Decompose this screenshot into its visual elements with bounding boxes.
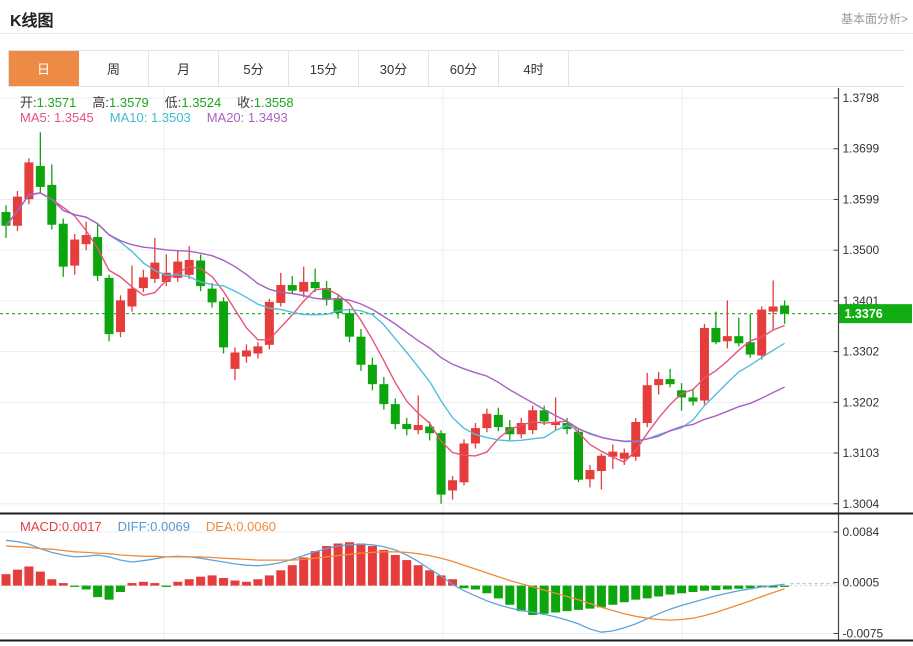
grid-layer [0,88,839,640]
tab-周[interactable]: 周 [79,51,149,86]
tab-4时[interactable]: 4时 [499,51,569,86]
dea-line [5,545,785,621]
price-tick-label: 1.3202 [843,395,880,409]
high-label: 高: [92,95,110,110]
macd-lines [5,539,785,633]
ma20-line [5,192,785,442]
ma5-value: 1.3545 [53,110,94,125]
diff-line [5,539,785,633]
tab-30分[interactable]: 30分 [359,51,429,86]
ma10-value: 1.3503 [150,110,191,125]
macd-tick-label: -0.0075 [843,627,884,641]
price-axis: 1.37981.36991.35991.35001.34011.33021.32… [833,88,884,641]
ma10-label: MA10: [109,110,148,125]
close-value: 1.3558 [253,95,294,110]
ma20-value: 1.3493 [247,110,288,125]
open-value: 1.3571 [36,95,77,110]
candles-layer [1,132,790,504]
ma20-label: MA20: [206,110,245,125]
page-title: K线图 [10,13,54,30]
price-tick-label: 1.3798 [843,91,880,105]
macd-histogram [1,542,790,615]
dea-label: DEA: [205,519,237,534]
close-label: 收: [237,95,254,110]
tab-月[interactable]: 月 [149,51,219,86]
price-tick-label: 1.3699 [843,142,880,156]
tab-60分[interactable]: 60分 [429,51,499,86]
low-label: 低: [164,95,182,110]
macd-tick-label: 0.0005 [843,575,880,589]
dea-value: 0.0060 [236,519,277,534]
price-tick-label: 1.3103 [843,446,880,460]
low-value: 1.3524 [181,95,222,110]
ohlc-readout: 开:1.3571 高:1.3579 低:1.3524 收:1.3558 [20,92,310,111]
price-tick-label: 1.3500 [843,243,880,257]
price-tick-label: 1.3599 [843,192,880,206]
macd-tick-label: 0.0084 [843,525,880,539]
price-marker: 1.3376 [839,304,912,324]
macd-label: MACD: [20,519,62,534]
ma5-line [5,192,785,463]
macd-value: 0.0017 [61,519,102,534]
diff-value: 0.0069 [150,519,190,534]
interval-tabs: 日周月 5分 15分 30分 60分 4时 [8,50,905,87]
ma10-line [5,192,785,443]
high-value: 1.3579 [109,95,149,110]
ma-readout: MA5: 1.3545 MA10: 1.3503 MA20: 1.3493 [20,110,304,125]
tab-日[interactable]: 日 [9,51,79,86]
price-tick-label: 1.3302 [843,345,880,359]
open-label: 开: [20,95,37,110]
tabs-filler [569,51,905,86]
ma5-label: MA5: [20,110,51,125]
kline-chart[interactable]: 1.37981.36991.35991.35001.34011.33021.32… [0,88,913,646]
fundamental-analysis-link[interactable]: 基本面分析> [840,12,908,26]
tab-5分[interactable]: 5分 [219,51,289,86]
tab-15分[interactable]: 15分 [289,51,359,86]
diff-label: DIFF: [117,519,151,534]
price-tick-label: 1.3004 [843,497,880,511]
macd-readout: MACD:0.0017 DIFF:0.0069 DEA:0.0060 [20,519,292,534]
header-divider [0,33,913,34]
price-marker-value: 1.3376 [845,307,883,321]
